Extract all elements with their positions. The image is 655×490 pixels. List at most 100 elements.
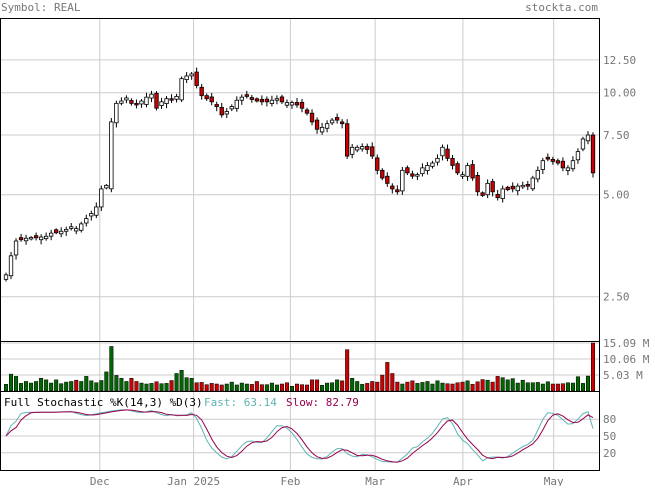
candle-down — [209, 96, 214, 103]
volume-bar — [169, 380, 174, 392]
volume-bar — [184, 377, 189, 392]
candle-down — [204, 95, 209, 100]
candle-up — [48, 232, 54, 237]
candle-up — [79, 223, 84, 231]
volume-bar — [405, 381, 410, 392]
candle-up — [350, 146, 355, 155]
candle-up — [114, 102, 119, 124]
volume-bar — [64, 381, 69, 392]
volume-bar — [450, 383, 455, 392]
price-axis: 12.50 10.00 7.50 5.00 2.50 — [603, 54, 636, 304]
candle-down — [345, 123, 350, 157]
candle-up — [13, 240, 19, 256]
volume-bar — [380, 374, 385, 392]
candle-down — [560, 160, 566, 169]
volume-bar — [249, 384, 254, 392]
date-tick-label: Feb — [280, 475, 300, 486]
volume-bar — [415, 383, 420, 392]
candle-up — [415, 174, 420, 177]
price-panel — [0, 18, 600, 342]
volume-bar — [244, 383, 249, 392]
candle-down — [264, 98, 270, 103]
volume-bar — [129, 378, 134, 392]
volume-bar — [189, 378, 194, 392]
candle-down — [550, 158, 556, 162]
date-tick-label: May — [544, 475, 564, 486]
candlestick-series — [3, 67, 596, 282]
candle-up — [329, 119, 335, 124]
volume-bar — [239, 382, 244, 392]
candle-down — [480, 192, 485, 196]
volume-bar — [475, 381, 480, 392]
volume-bar — [114, 375, 119, 392]
volume-bar — [360, 384, 365, 392]
volume-bar — [370, 381, 375, 392]
candle-down — [365, 146, 370, 150]
volume-bar — [284, 382, 289, 392]
volume-bar — [9, 373, 14, 392]
volume-bar — [49, 382, 54, 392]
candle-up — [109, 121, 114, 190]
candle-up — [94, 206, 99, 216]
volume-bar — [545, 381, 550, 392]
volume-bar — [395, 381, 400, 392]
volume-bar — [109, 346, 114, 392]
candle-down — [134, 102, 139, 106]
stochastic-fast-label: Fast: 63.14 — [204, 396, 277, 409]
candle-down — [455, 163, 460, 174]
volume-bar — [254, 381, 259, 392]
candle-down — [299, 101, 305, 109]
candle-up — [289, 102, 295, 106]
volume-bar — [325, 382, 330, 392]
candle-up — [164, 98, 169, 104]
candle-up — [139, 100, 144, 105]
candle-up — [189, 73, 194, 77]
candle-up — [324, 123, 330, 129]
volume-bar — [44, 379, 49, 392]
volume-bar — [470, 384, 475, 392]
candle-up — [540, 160, 545, 170]
candle-up — [159, 101, 164, 106]
volume-bar — [445, 383, 450, 392]
candle-down — [555, 160, 561, 164]
volume-bar — [3, 384, 9, 392]
candle-down — [390, 185, 395, 190]
candle-up — [28, 237, 34, 240]
candle-up — [89, 213, 94, 217]
volume-bar — [224, 383, 229, 392]
candle-down — [370, 146, 375, 157]
candle-down — [129, 100, 134, 104]
candle-up — [585, 134, 591, 142]
volume-bar — [525, 382, 530, 392]
candle-down — [470, 164, 475, 179]
candle-up — [99, 188, 104, 208]
volume-bar — [485, 379, 490, 392]
candle-up — [84, 218, 89, 224]
volume-bar — [199, 382, 204, 392]
candle-up — [3, 274, 9, 280]
price-tick-label: 10.00 — [603, 87, 636, 100]
volume-bar — [159, 383, 164, 392]
candle-up — [575, 151, 581, 161]
candle-up — [360, 146, 365, 150]
candle-down — [385, 175, 390, 184]
volume-bar — [149, 383, 154, 392]
candle-down — [525, 183, 530, 187]
candle-up — [420, 167, 425, 175]
stochastic-fast-line — [5, 409, 594, 463]
date-tick-label: Apr — [453, 475, 473, 486]
candle-up — [234, 99, 239, 109]
candle-up — [430, 162, 435, 167]
volume-bar — [154, 381, 159, 392]
candle-up — [284, 102, 290, 106]
candle-down — [380, 169, 385, 179]
candle-up — [425, 165, 430, 171]
candle-up — [435, 157, 440, 163]
candle-up — [38, 236, 44, 241]
candle-up — [465, 165, 470, 177]
candle-down — [450, 157, 455, 166]
volume-bar — [29, 382, 34, 392]
volume-bar — [174, 373, 179, 392]
